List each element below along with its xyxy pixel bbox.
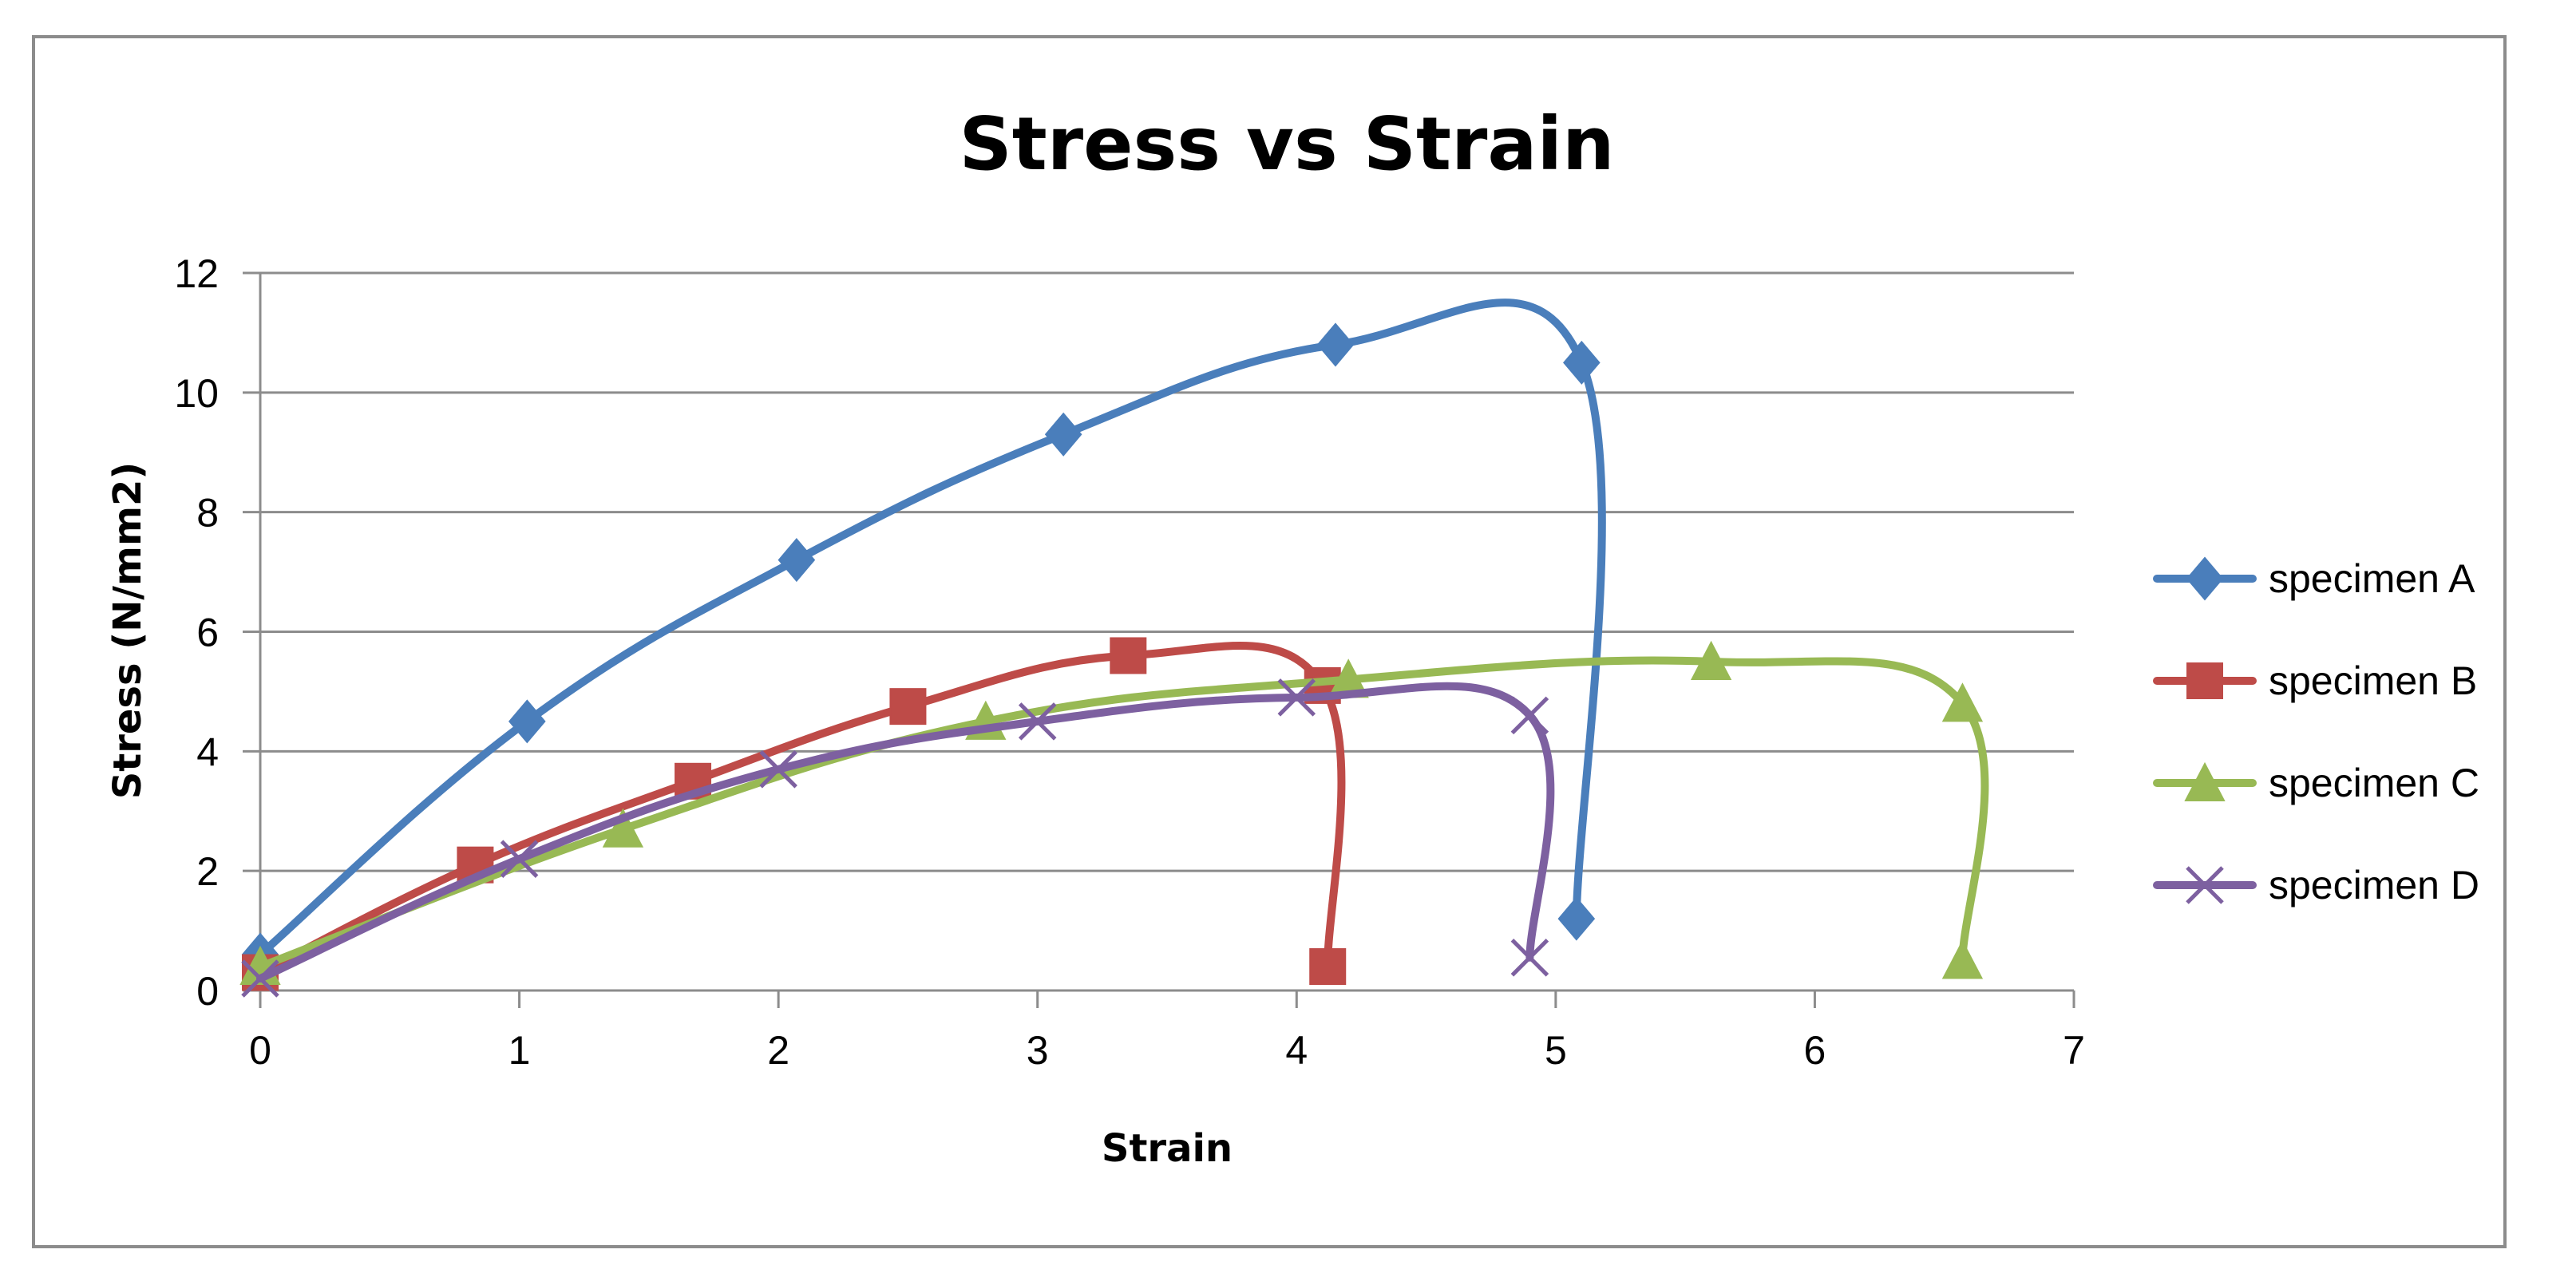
data-point-specimen-d-3-stroke-b	[1018, 702, 1057, 741]
legend-label: specimen A	[2269, 556, 2475, 601]
legend-item-specimen-b: specimen B	[2153, 658, 2477, 703]
data-point-specimen-a-4	[1316, 322, 1355, 367]
legend-item-specimen-c: specimen C	[2153, 761, 2479, 805]
chart-title: Stress vs Strain	[959, 101, 1614, 187]
x-tick-label: 6	[1804, 1028, 1826, 1073]
data-point-specimen-b-3	[889, 688, 927, 726]
data-point-specimen-d-2	[759, 750, 797, 789]
y-tick-label: 8	[196, 491, 219, 536]
data-point-specimen-a-6	[1557, 896, 1596, 941]
legend-item-specimen-d: specimen D	[2153, 863, 2479, 907]
data-point-specimen-c-1	[602, 808, 644, 848]
data-series	[239, 299, 1989, 998]
legend-marker-specimen-c	[2184, 761, 2226, 801]
x-tick-label: 3	[1027, 1028, 1049, 1073]
legend-label: specimen C	[2269, 761, 2479, 805]
series-specimen-a	[241, 299, 1606, 977]
data-point-specimen-b-4	[1110, 637, 1147, 674]
series-specimen-d	[241, 678, 1555, 998]
data-point-specimen-a-1	[508, 699, 546, 744]
x-tick-label: 0	[249, 1028, 271, 1073]
data-point-specimen-c-5	[1941, 682, 1984, 722]
data-point-specimen-d-4-stroke-b	[1277, 678, 1316, 717]
legend-marker-specimen-d	[2186, 866, 2224, 904]
series-specimen-c	[239, 640, 1989, 986]
data-point-specimen-b-6	[1309, 948, 1347, 986]
y-tick-label: 6	[196, 611, 219, 655]
data-point-specimen-a-3	[1044, 412, 1082, 457]
legend-label: specimen B	[2269, 658, 2477, 703]
data-point-specimen-d-6	[1510, 939, 1549, 977]
data-point-specimen-d-5	[1510, 696, 1549, 735]
y-tick-label: 10	[174, 371, 219, 416]
data-point-specimen-d-5-stroke-b	[1510, 696, 1549, 735]
axes	[243, 271, 2075, 1008]
data-point-specimen-d-4	[1277, 678, 1316, 717]
chart-frame	[32, 35, 2507, 1248]
series-line-specimen-c	[256, 656, 1989, 971]
legend-label: specimen D	[2269, 863, 2479, 907]
data-point-specimen-a-2	[778, 538, 816, 583]
legend: specimen A specimen B specimen C specimen D	[2153, 556, 2479, 907]
x-axis-title: Strain	[1102, 1126, 1233, 1171]
y-tick-label: 0	[196, 969, 219, 1014]
data-point-specimen-d-2-stroke-b	[759, 750, 797, 789]
data-point-specimen-a-5	[1563, 340, 1601, 385]
legend-marker-specimen-b	[2186, 662, 2223, 699]
y-tick-label: 4	[196, 729, 219, 774]
y-axis-title: Stress (N/mm2)	[105, 462, 150, 800]
series-line-specimen-d	[256, 682, 1555, 983]
gridlines	[260, 271, 2074, 872]
data-point-specimen-c-6	[1941, 939, 1984, 979]
x-tick-label: 1	[508, 1028, 531, 1073]
data-point-specimen-d-0	[241, 959, 279, 998]
y-tick-labels: 0 2 4 6 8 10 12	[174, 251, 219, 1014]
data-point-specimen-d-3	[1018, 702, 1057, 741]
data-point-specimen-c-4	[1690, 640, 1732, 680]
x-tick-label: 2	[767, 1028, 789, 1073]
legend-marker-specimen-d-stroke-b	[2186, 866, 2224, 904]
x-tick-labels: 0 1 2 3 4 5 6 7	[249, 1028, 2085, 1073]
x-tick-label: 7	[2063, 1028, 2085, 1073]
legend-marker-specimen-a	[2186, 556, 2224, 601]
data-point-specimen-d-0-stroke-b	[241, 959, 279, 998]
data-point-specimen-d-6-stroke-b	[1510, 939, 1549, 977]
data-point-specimen-d-1-stroke-b	[500, 840, 539, 878]
y-tick-label: 12	[174, 251, 219, 296]
y-tick-label: 2	[196, 849, 219, 894]
legend-item-specimen-a: specimen A	[2153, 556, 2475, 601]
x-tick-label: 4	[1285, 1028, 1308, 1073]
data-point-specimen-d-1	[500, 840, 539, 878]
x-tick-label: 5	[1545, 1028, 1567, 1073]
